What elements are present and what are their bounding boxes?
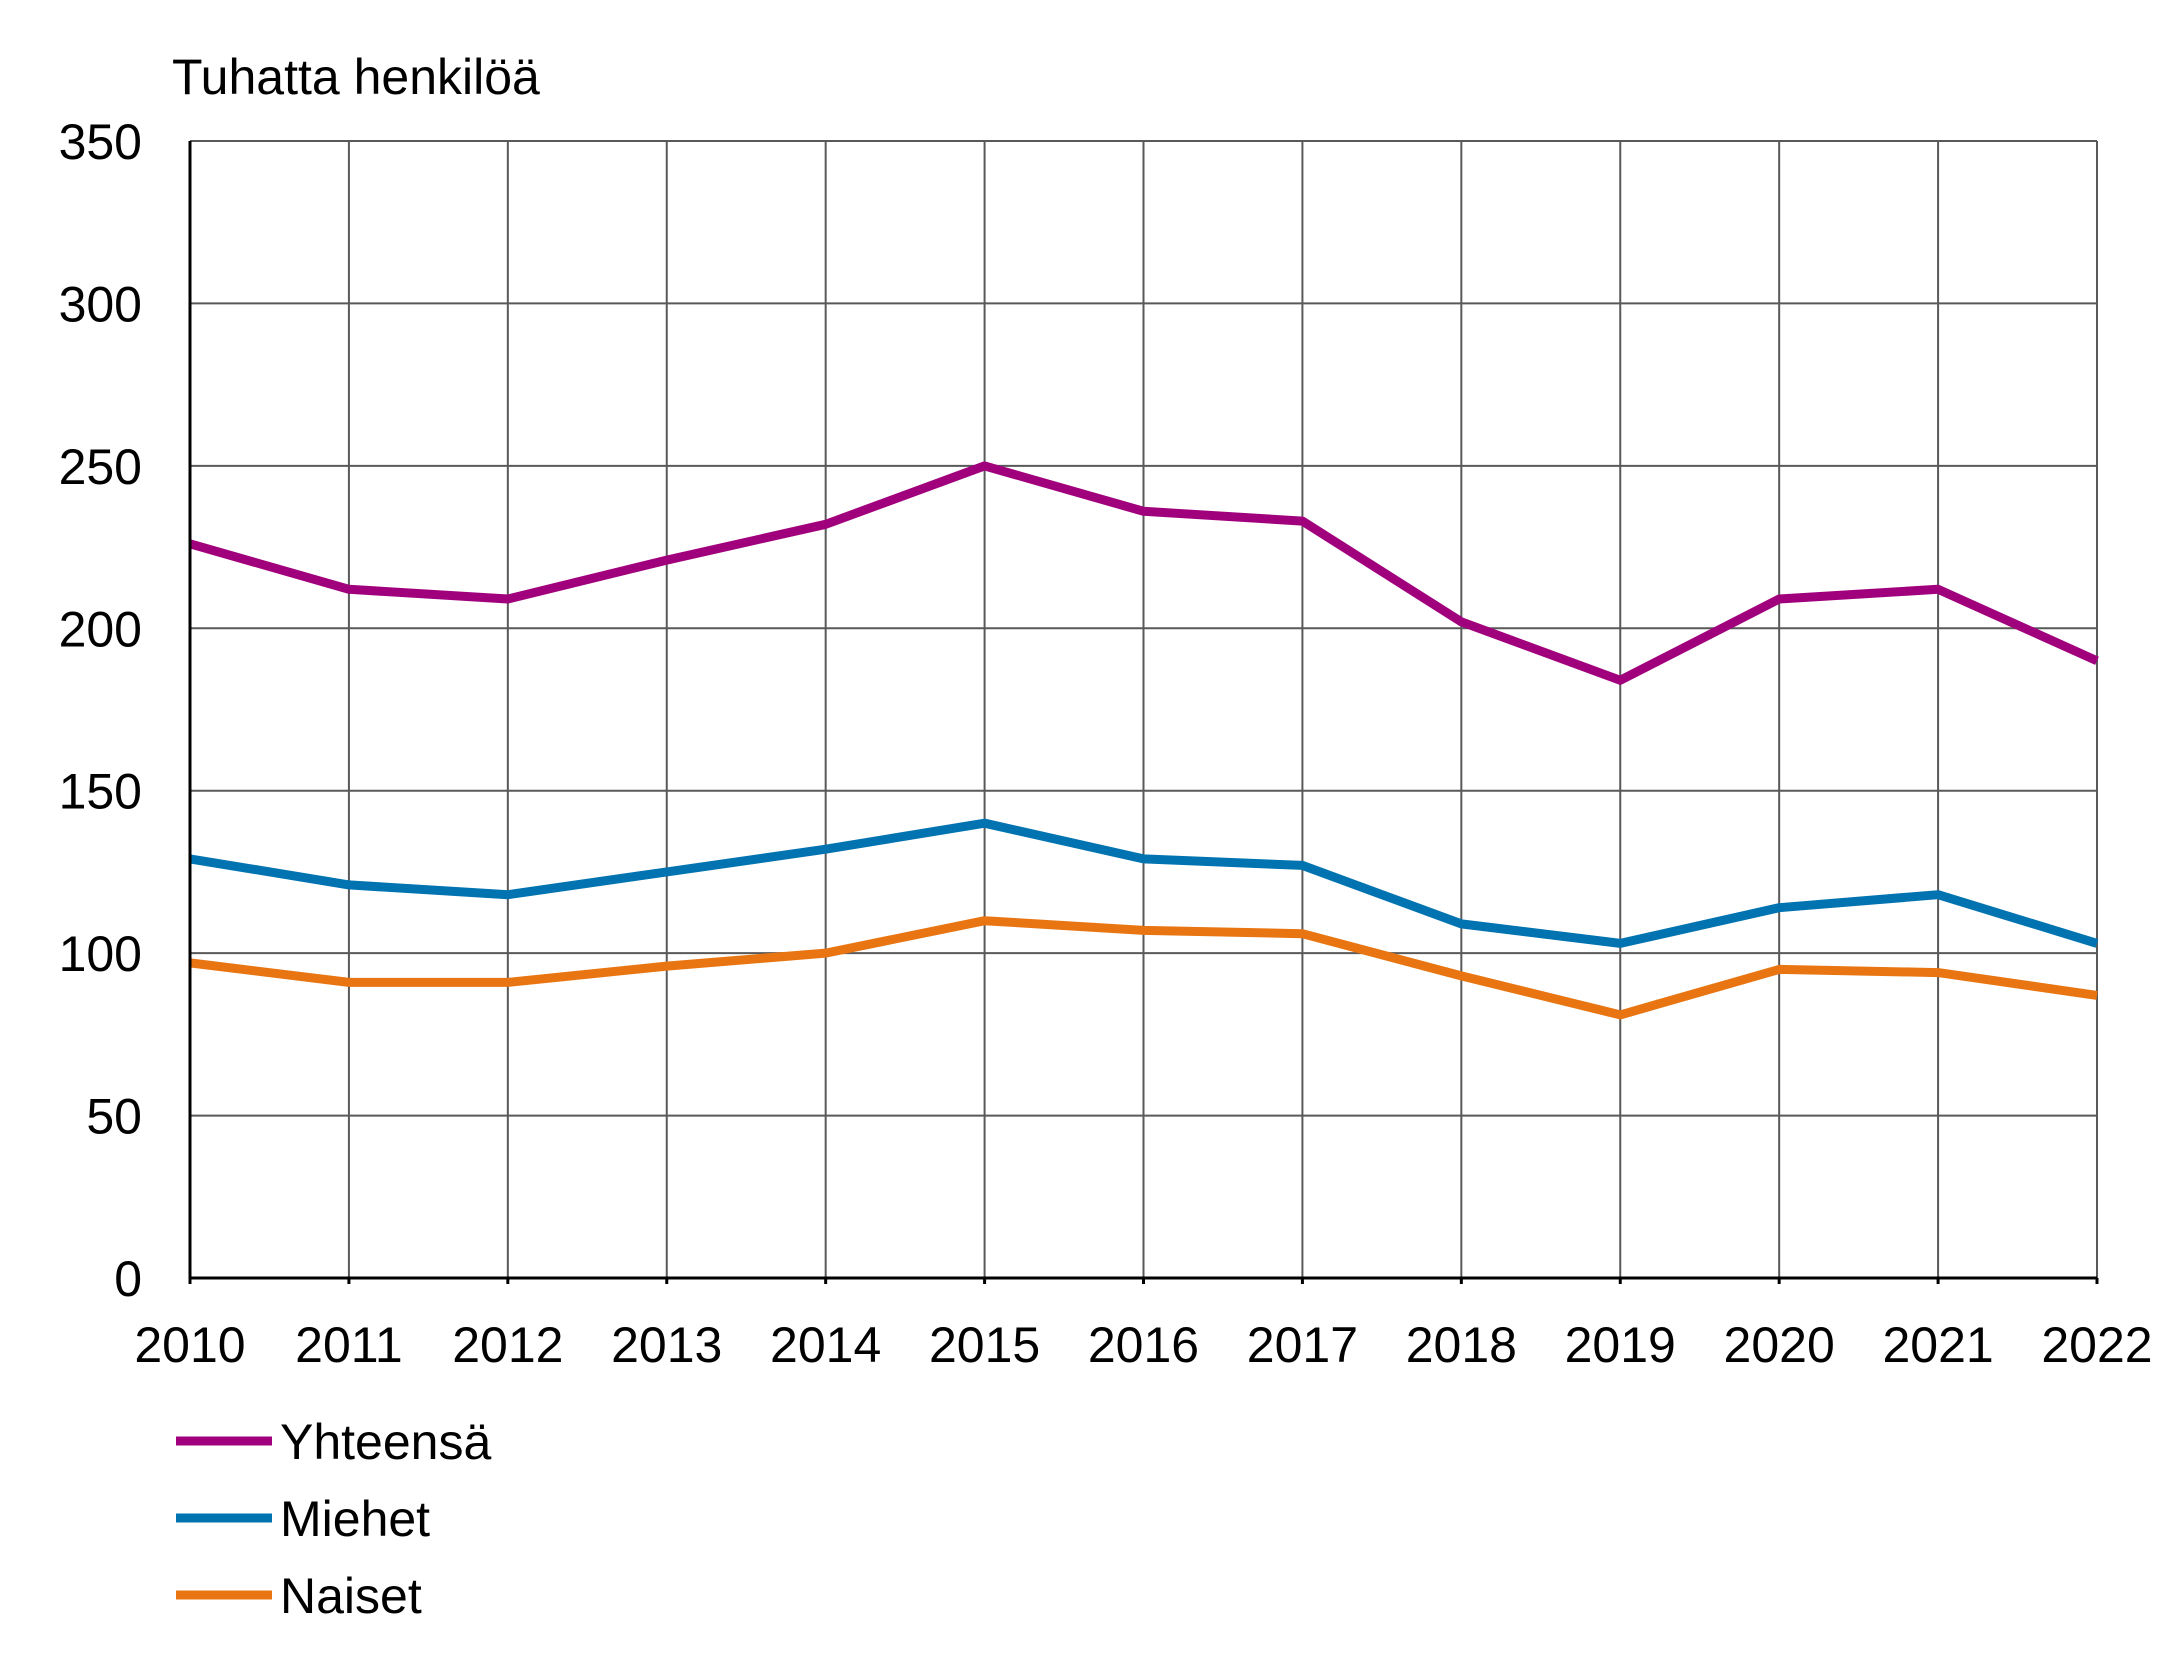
y-axis-ticks: 0 50 100 150 200 250 300 350 (59, 114, 142, 1307)
legend-item: Yhteensä (176, 1414, 491, 1470)
x-tick-label: 2022 (2041, 1317, 2152, 1373)
y-tick-label: 300 (59, 276, 142, 332)
x-tick-label: 2013 (611, 1317, 722, 1373)
x-tick-label: 2010 (134, 1317, 245, 1373)
series-line-naiset (189, 916, 2098, 1020)
x-tick-label: 2016 (1088, 1317, 1199, 1373)
y-tick-label: 150 (59, 764, 142, 820)
x-tick-label: 2021 (1882, 1317, 1993, 1373)
legend: Yhteensä Miehet Naiset (176, 1414, 491, 1624)
legend-item: Naiset (176, 1568, 422, 1624)
x-tick-label: 2017 (1247, 1317, 1358, 1373)
x-tick-label: 2012 (452, 1317, 563, 1373)
legend-item: Miehet (176, 1491, 430, 1547)
y-tick-label: 350 (59, 114, 142, 170)
y-tick-label: 100 (59, 926, 142, 982)
x-axis-ticks: 2010 2011 2012 2013 2014 2015 2016 2017 2018 2019… (134, 1317, 2152, 1373)
y-tick-label: 50 (86, 1089, 142, 1145)
legend-label: Miehet (280, 1491, 430, 1547)
x-tick-label: 2014 (770, 1317, 881, 1373)
series-lines (188, 461, 2099, 1020)
gridlines (190, 140, 2098, 1278)
axes (188, 141, 2099, 1284)
x-tick-label: 2020 (1724, 1317, 1835, 1373)
x-tick-label: 2018 (1406, 1317, 1517, 1373)
y-tick-label: 250 (59, 439, 142, 495)
series-line-yhteens- (188, 461, 2099, 685)
y-axis-label: Tuhatta henkilöä (172, 49, 540, 105)
x-tick-label: 2015 (929, 1317, 1040, 1373)
legend-label: Yhteensä (280, 1414, 491, 1470)
y-tick-label: 0 (114, 1251, 142, 1307)
x-tick-label: 2019 (1565, 1317, 1676, 1373)
y-tick-label: 200 (59, 601, 142, 657)
x-tick-label: 2011 (295, 1317, 403, 1373)
series-line-miehet (189, 818, 2099, 948)
legend-label: Naiset (280, 1568, 422, 1624)
